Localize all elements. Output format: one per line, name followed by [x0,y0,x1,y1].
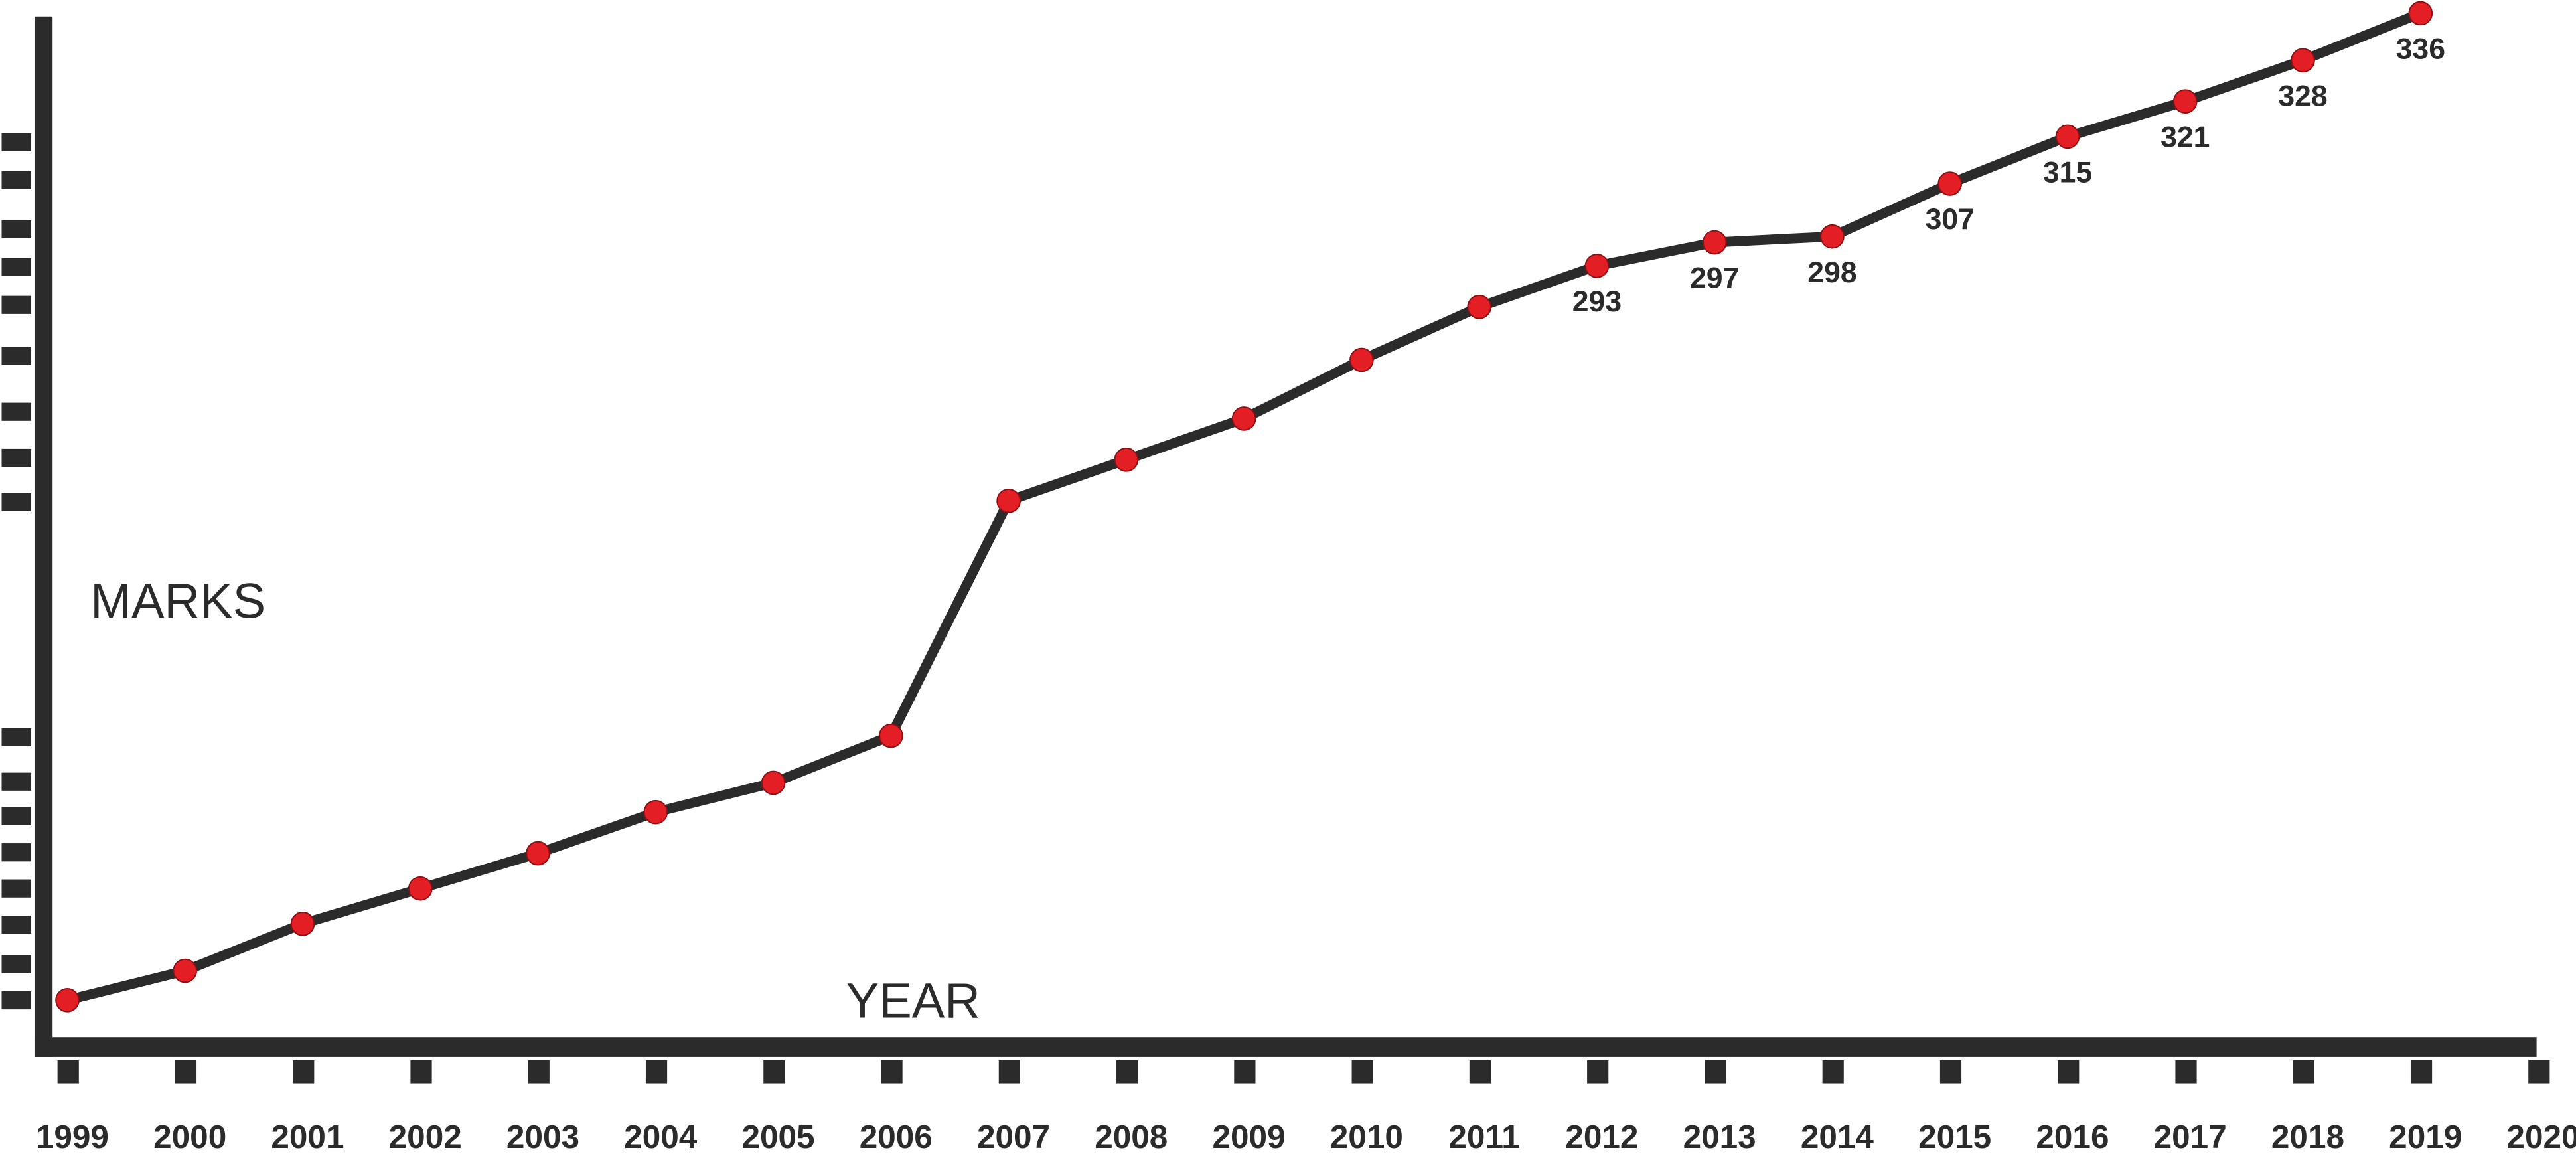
x-tick [2293,1060,2314,1084]
x-tick [57,1060,79,1084]
data-point [1584,254,1610,278]
x-tick [881,1060,903,1084]
y-axis-notch [1,879,32,898]
data-label: 315 [2043,156,2092,189]
x-tick-label: 2006 [860,1119,933,1154]
x-tick-label: 2003 [506,1119,579,1154]
data-point [996,488,1021,513]
y-axis-notch [1,295,32,314]
x-tick-label: 2016 [2036,1119,2109,1154]
data-label: 328 [2278,80,2327,112]
y-axis-label: MARKS [90,574,265,629]
data-label: 297 [1690,262,1739,295]
y-axis-notch [1,171,32,189]
y-axis-notch [1,728,32,747]
data-label: 321 [2160,121,2210,153]
x-tick-label: 2007 [977,1119,1050,1154]
x-tick-label: 2018 [2271,1119,2344,1154]
data-point [526,841,550,866]
x-tick-label: 2017 [2154,1119,2227,1154]
x-tick-label: 2000 [153,1119,226,1154]
data-point [2172,89,2198,114]
x-tick-label: 2002 [389,1119,462,1154]
x-tick [1116,1060,1138,1084]
y-axis-notch [1,772,32,791]
y-axis-notch [1,402,32,421]
x-tick [1587,1060,1609,1084]
data-point [408,876,433,901]
data-point [1114,448,1139,472]
x-tick-label: 2011 [1448,1119,1519,1154]
data-point [2291,48,2315,73]
y-axis-notch [1,448,32,467]
x-tick [2175,1060,2197,1084]
x-tick-label: 2019 [2389,1119,2462,1154]
x-tick [293,1060,315,1084]
x-tick-label: 2008 [1095,1119,1168,1154]
data-point [1231,406,1256,431]
data-point [761,770,786,795]
x-tick-label: 2020 [2506,1119,2576,1154]
y-axis-notch [1,493,32,511]
data-point [879,723,903,748]
x-tick [645,1060,668,1084]
y-axis-notch [1,916,32,934]
x-axis-label: YEAR [846,973,980,1028]
data-label: 293 [1572,286,1622,318]
data-point [1702,230,1727,255]
x-tick [175,1060,197,1084]
data-point [2055,124,2080,149]
data-point [1467,295,1491,319]
data-point [290,911,315,936]
x-tick [1469,1060,1491,1084]
data-label: 298 [1807,256,1856,289]
x-tick [2058,1060,2080,1084]
y-axis-notch [1,133,32,151]
x-tick [1822,1060,1844,1084]
x-tick-label: 2010 [1330,1119,1403,1154]
x-tick [2410,1060,2433,1084]
x-tick-label: 1999 [36,1119,109,1154]
x-tick-label: 2013 [1683,1119,1756,1154]
data-point [1820,224,1845,249]
x-tick [998,1060,1020,1084]
y-axis-notch [1,220,32,238]
data-point [1349,347,1374,372]
x-tick [2528,1060,2550,1084]
x-axis [34,1037,2537,1057]
data-label: 336 [2396,33,2445,66]
x-tick-label: 2012 [1565,1119,1638,1154]
y-axis-notch [1,991,32,1010]
y-axis-notch [1,807,32,825]
data-point [643,799,668,825]
x-tick [763,1060,785,1084]
data-point [2408,1,2433,26]
x-tick-label: 2015 [1918,1119,1991,1154]
data-label: 307 [1926,203,1975,236]
data-point [173,958,198,983]
x-tick [410,1060,432,1084]
y-axis-notch [1,258,32,276]
x-tick [1939,1060,1962,1084]
x-tick-label: 2014 [1801,1119,1874,1154]
x-tick [1234,1060,1256,1084]
y-axis-notch [1,347,32,365]
x-tick-label: 2009 [1213,1119,1286,1154]
data-point [1937,171,1963,196]
x-tick-label: 2001 [271,1119,344,1154]
x-tick [528,1060,550,1084]
x-tick-label: 2004 [624,1119,698,1154]
x-tick-label: 2005 [741,1119,814,1154]
y-axis-notch [1,843,32,862]
data-point [55,987,80,1013]
y-axis [34,16,53,1057]
y-axis-notch [1,955,32,973]
x-tick [1351,1060,1373,1084]
x-tick [1705,1060,1726,1084]
